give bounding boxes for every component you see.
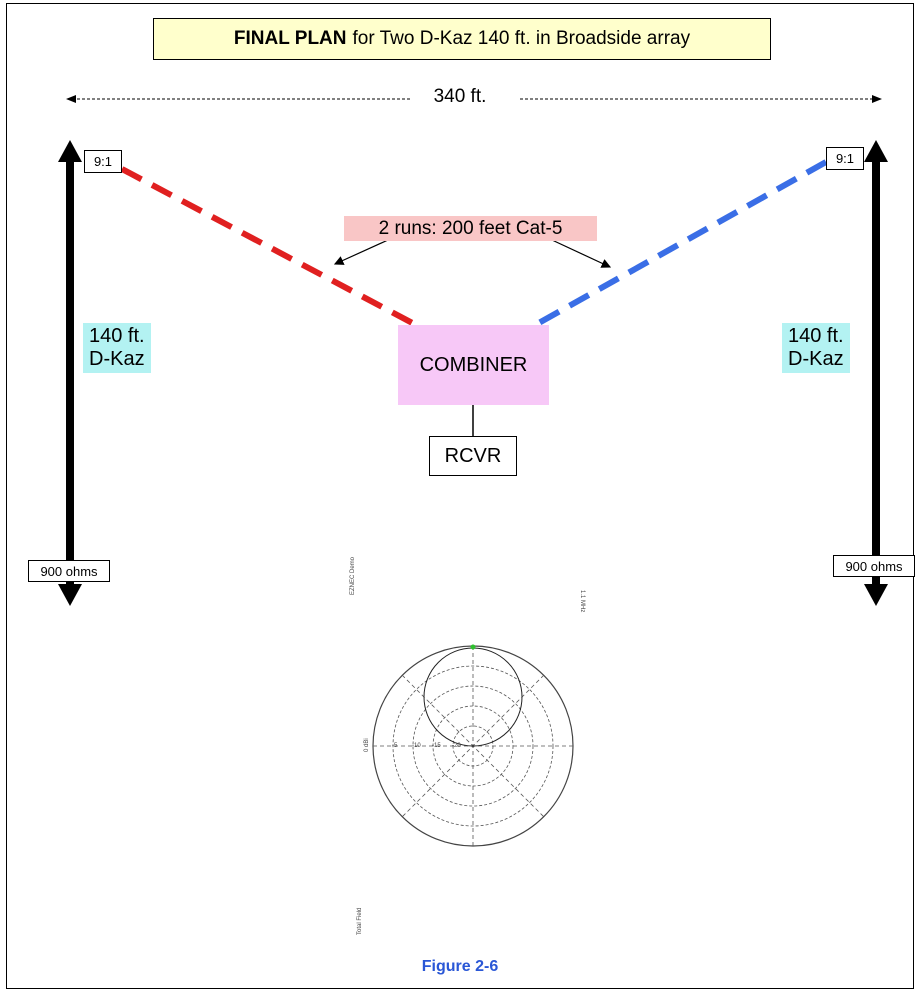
right-antenna-length: 140 ft.: [788, 325, 844, 347]
ring-label-3: -15: [432, 743, 441, 749]
diagram-frame: [6, 3, 914, 989]
left-termination-label: 900 ohms: [28, 560, 110, 582]
left-transformer-label: 9:1: [84, 150, 122, 173]
ring-label-2: -10: [412, 743, 421, 749]
eznec-frequency-label: 1.1 MHz: [579, 590, 585, 613]
right-antenna-arrow: [864, 140, 888, 606]
left-antenna-arrow: [58, 140, 82, 606]
title-rest: for Two D-Kaz 140 ft. in Broadside array: [352, 28, 691, 49]
cable-label: 2 runs: 200 feet Cat-5: [344, 216, 597, 241]
eznec-field-label: Total Field: [357, 907, 363, 935]
title-banner: FINAL PLAN for Two D-Kaz 140 ft. in Broa…: [153, 18, 771, 60]
width-label: 340 ft.: [420, 86, 500, 108]
right-transformer-label: 9:1: [826, 147, 864, 170]
left-antenna-label: 140 ft. D-Kaz: [83, 323, 151, 373]
eznec-zero-label: 0 dBi: [364, 738, 370, 752]
cable-pointer-left: [333, 239, 389, 265]
polar-plot: [372, 645, 574, 847]
right-antenna-type: D-Kaz: [788, 348, 844, 370]
left-antenna-length: 140 ft.: [89, 325, 145, 347]
title-bold: FINAL PLAN: [233, 28, 347, 49]
width-dimension-line: [66, 95, 882, 103]
left-antenna-type: D-Kaz: [89, 348, 145, 370]
cable-pointer-right: [551, 239, 612, 268]
ring-label-1: -5: [392, 743, 398, 749]
figure-caption: Figure 2-6: [421, 958, 499, 975]
combiner-box: COMBINER: [398, 325, 549, 405]
right-antenna-label: 140 ft. D-Kaz: [782, 323, 850, 373]
max-gain-marker: [470, 644, 476, 650]
left-feedline: [120, 166, 420, 329]
ring-label-4: -20: [452, 743, 461, 749]
right-termination-label: 900 ohms: [833, 555, 915, 577]
right-feedline: [535, 159, 828, 327]
eznec-program-label: EZNEC Demo: [350, 556, 356, 595]
receiver-box: RCVR: [429, 436, 517, 476]
